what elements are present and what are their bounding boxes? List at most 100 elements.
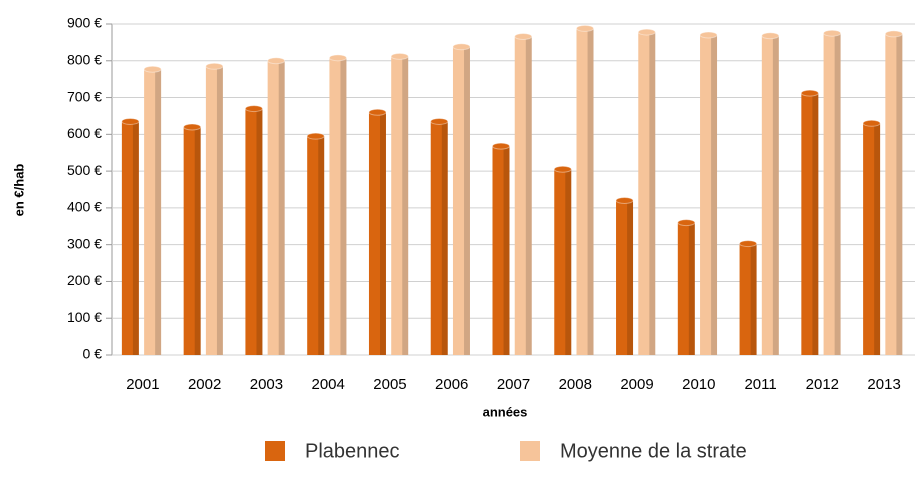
y-tick-label: 600 € [67,125,102,141]
x-tick-label: 2013 [867,376,900,393]
bar-shade [155,69,162,355]
y-tick-label: 500 € [67,162,102,178]
bar-cap [267,57,286,65]
y-tick-label: 900 € [67,15,102,31]
bar-shade [587,28,594,356]
bar [823,33,841,355]
bar [245,108,263,355]
bar-cap [761,32,780,40]
bar-shade [402,56,409,356]
bar-shade [649,32,656,355]
bar-shade [750,243,757,355]
y-axis-label: en €/hab [11,164,26,217]
y-tick-label: 700 € [67,88,102,104]
bar-cap [306,132,325,140]
bar [863,123,881,355]
bar [267,60,285,356]
legend-label: Plabennec [305,440,400,462]
x-tick-label: 2011 [744,376,776,393]
bar-cap [553,165,572,173]
y-tick-label: 300 € [67,235,102,251]
bar [554,169,572,355]
bar [391,56,409,356]
bar-cap [884,30,903,38]
bar-cap [143,65,162,73]
bar [801,93,819,356]
bar-shade [772,35,779,355]
y-tick-label: 200 € [67,272,102,288]
bar-shade [711,35,718,356]
legend-label: Moyenne de la strate [560,440,747,462]
bar-cap [576,24,595,32]
legend-swatch [520,441,540,461]
bar-shade [503,146,510,355]
y-tick-label: 0 € [83,346,103,362]
bar [492,146,510,355]
bar [761,35,779,355]
legend-swatch [265,441,285,461]
bar [677,222,695,355]
bar [452,46,470,356]
bar-shade [874,123,881,355]
bar-shade [216,66,223,356]
bar-cap [800,89,819,97]
bar-shade [441,121,448,355]
bar-shade [318,136,325,355]
bar-cap [699,31,718,39]
bar-shade [278,60,285,356]
bar-cap [390,52,409,60]
bar-shade [525,36,532,355]
bar-shade [896,33,903,356]
bar [329,57,347,355]
bar [514,36,532,355]
bar-cap [677,219,696,227]
bar-cap [514,33,533,41]
x-axis-label: années [483,404,528,419]
bar [121,121,139,355]
bar [430,121,448,355]
x-tick-label: 2002 [188,376,221,393]
bar [638,32,656,355]
bar [576,28,594,356]
x-tick-label: 2003 [250,376,283,393]
bar [616,200,634,355]
bar-shade [464,46,470,356]
bar-cap [244,105,263,113]
y-tick-label: 800 € [67,51,102,67]
bar-cap [183,123,202,131]
y-tick-label: 100 € [67,309,102,325]
bar-cap [368,108,387,116]
bar-shade [565,169,572,355]
bar-shade [256,108,263,355]
x-tick-label: 2006 [435,376,468,393]
bar [144,69,162,355]
bar-shade [627,200,634,355]
bar-shade [340,57,347,355]
x-tick-label: 2010 [682,376,715,393]
bar [368,112,386,356]
x-tick-label: 2008 [559,376,592,393]
bar [700,35,718,356]
bar-shade [194,126,201,355]
bar-cap [328,54,347,62]
bar [183,126,201,355]
x-tick-label: 2005 [373,376,406,393]
bar-shade [380,112,386,356]
x-tick-label: 2009 [620,376,653,393]
bar-cap [452,43,471,51]
bar-cap [637,28,656,36]
y-tick-label: 400 € [67,199,102,215]
x-tick-label: 2007 [497,376,530,393]
x-tick-label: 2001 [126,376,159,393]
bar-cap [491,142,510,150]
bar-shade [688,222,695,355]
bar-shade [834,33,841,355]
bar-cap [121,117,140,125]
bar-cap [430,117,449,125]
bar-cap [862,119,881,127]
bar [739,243,757,355]
bar [307,136,325,355]
bar-cap [739,240,758,248]
bar-cap [823,29,842,37]
